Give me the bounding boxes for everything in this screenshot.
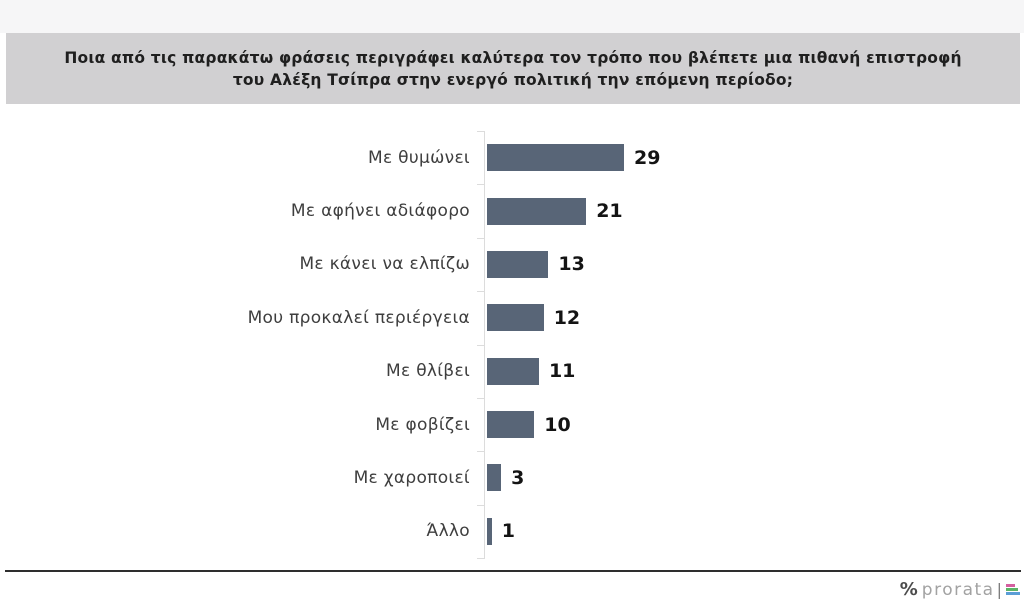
bar-wrap: 1 — [487, 517, 515, 545]
bar — [487, 464, 502, 492]
axis-tick — [477, 397, 485, 399]
footer-divider — [5, 570, 1021, 572]
question-header: Ποια από τις παρακάτω φράσεις περιγράφει… — [6, 33, 1020, 104]
axis-tick — [477, 344, 485, 346]
axis-tick — [477, 291, 485, 293]
bar — [487, 411, 535, 439]
minibar — [1006, 584, 1015, 587]
value-label: 12 — [553, 306, 581, 329]
axis-tick — [477, 451, 485, 453]
value-label: 3 — [511, 466, 525, 489]
value-label: 21 — [596, 200, 623, 223]
bar — [487, 357, 539, 385]
top-strip — [0, 0, 1024, 33]
category-label: Με χαροποιεί — [353, 467, 470, 488]
chart-row: Άλλο 1 — [0, 505, 1024, 558]
value-label: 10 — [544, 413, 571, 436]
minibar — [1006, 592, 1020, 595]
chart-title: Ποια από τις παρακάτω φράσεις περιγράφει… — [64, 47, 961, 91]
category-label: Με φοβίζει — [375, 414, 470, 435]
axis-tick — [477, 184, 485, 186]
chart-row: Με αφήνει αδιάφορο 21 — [0, 184, 1024, 237]
chart-row: Με θλίβει 11 — [0, 345, 1024, 398]
bar — [487, 517, 492, 545]
minibars-icon — [1006, 584, 1020, 595]
axis-tick — [477, 558, 485, 559]
value-label: 13 — [558, 253, 585, 276]
bar-chart: Με θυμώνει 29 Με αφήνει αδιάφορο 21 Με κάνει… — [0, 131, 1024, 559]
bar — [487, 250, 549, 278]
axis-tick — [477, 237, 485, 239]
chart-title-line2: του Αλέξη Τσίπρα στην ενεργό πολιτική τη… — [232, 70, 794, 89]
bar — [487, 304, 544, 332]
chart-rows: Με θυμώνει 29 Με αφήνει αδιάφορο 21 Με κάνει… — [0, 131, 1024, 558]
bar-wrap: 12 — [487, 304, 581, 332]
percent-icon: % — [899, 579, 918, 600]
category-label: Μου προκαλεί περιέργεια — [247, 307, 470, 328]
value-label: 29 — [634, 146, 661, 169]
axis-tick — [477, 504, 485, 506]
bar — [487, 144, 624, 172]
bar-wrap: 13 — [487, 250, 585, 278]
category-label: Άλλο — [426, 521, 470, 542]
category-label: Με θυμώνει — [368, 147, 470, 168]
category-label: Με αφήνει αδιάφορο — [290, 201, 470, 222]
category-label: Με θλίβει — [386, 361, 470, 382]
bar-wrap: 29 — [487, 144, 661, 172]
bar-wrap: 3 — [487, 464, 525, 492]
logo-text: prorata — [921, 579, 995, 600]
chart-row: Μου προκαλεί περιέργεια 12 — [0, 291, 1024, 344]
chart-row: Με θυμώνει 29 — [0, 131, 1024, 184]
bar-wrap: 10 — [487, 411, 571, 439]
chart-row: Με χαροποιεί 3 — [0, 451, 1024, 504]
value-label: 11 — [548, 360, 576, 383]
prorata-logo: % prorata | — [900, 579, 1020, 600]
bar-wrap: 21 — [487, 197, 623, 225]
bar-wrap: 11 — [487, 357, 576, 385]
logo-separator: | — [996, 580, 1002, 599]
chart-row: Με κάνει να ελπίζω 13 — [0, 238, 1024, 291]
bar — [487, 197, 587, 225]
chart-row: Με φοβίζει 10 — [0, 398, 1024, 451]
category-label: Με κάνει να ελπίζω — [299, 254, 470, 275]
chart-title-line1: Ποια από τις παρακάτω φράσεις περιγράφει… — [64, 48, 962, 67]
value-label: 1 — [501, 520, 515, 543]
minibar — [1006, 588, 1018, 591]
axis-tick — [477, 131, 485, 132]
